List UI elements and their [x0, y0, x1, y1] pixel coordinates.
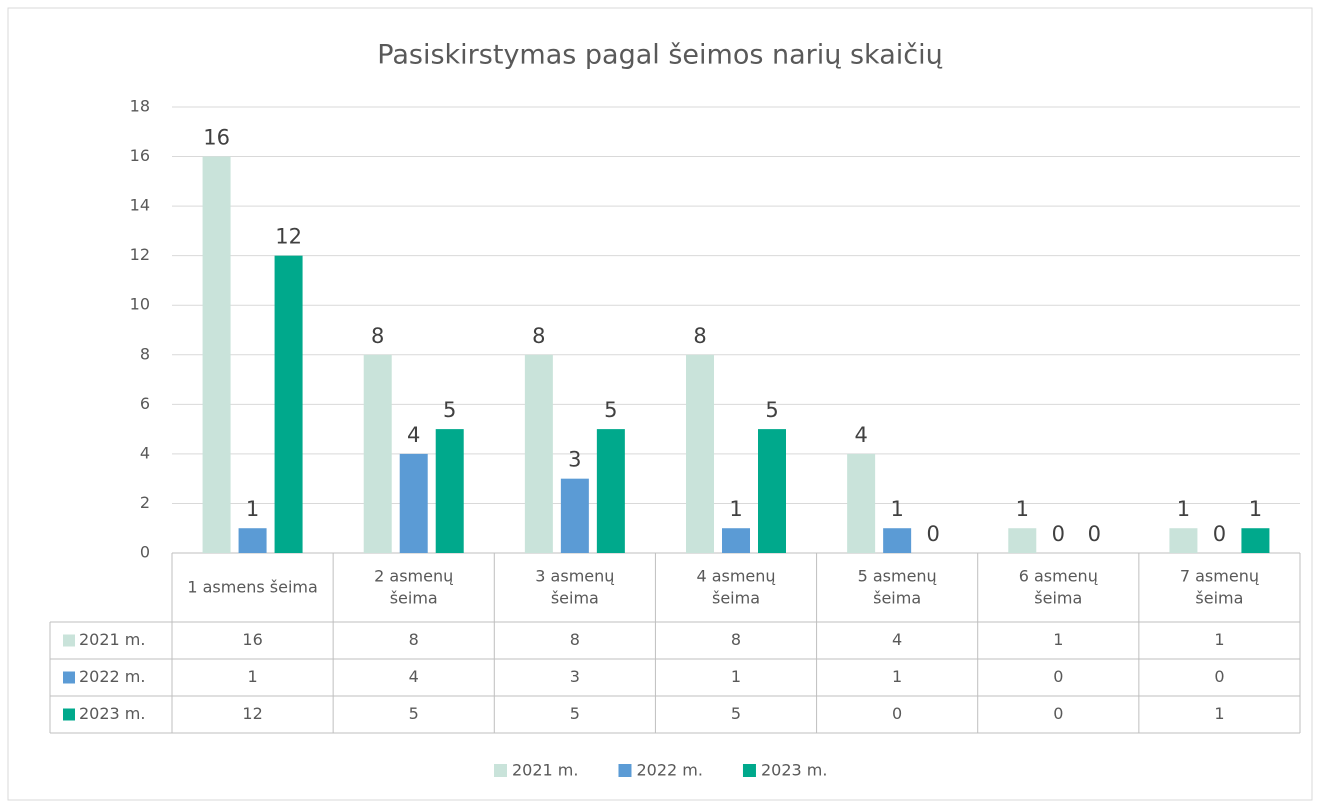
data-label: 1	[729, 497, 742, 521]
bar	[596, 429, 625, 553]
bar	[202, 156, 231, 554]
table-cell: 5	[731, 704, 741, 723]
data-label: 4	[854, 423, 867, 447]
y-tick-label: 14	[130, 196, 150, 215]
y-tick-label: 2	[140, 493, 150, 512]
table-cell: 1	[247, 667, 257, 686]
y-tick-label: 4	[140, 443, 150, 462]
data-label: 8	[693, 324, 706, 348]
y-tick-label: 8	[140, 344, 150, 363]
data-label: 1	[1249, 497, 1262, 521]
table-cell: 0	[1214, 667, 1224, 686]
bar	[363, 354, 392, 553]
table-cell: 1	[1214, 704, 1224, 723]
table-cell: 0	[892, 704, 902, 723]
y-tick-label: 6	[140, 394, 150, 413]
table-cell: 12	[242, 704, 262, 723]
y-tick-label: 0	[140, 543, 150, 562]
data-label: 8	[532, 324, 545, 348]
bar	[1008, 528, 1037, 553]
bar	[399, 453, 428, 553]
bar	[758, 429, 786, 553]
table-cell: 3	[570, 667, 580, 686]
data-label: 5	[765, 398, 778, 422]
data-label: 0	[1052, 522, 1065, 546]
table-series-name: 2022 m.	[79, 667, 145, 686]
bar	[435, 429, 464, 553]
data-label: 0	[1213, 522, 1226, 546]
table-cell: 1	[892, 667, 902, 686]
legend-key	[494, 764, 507, 777]
table-cell: 8	[409, 630, 419, 649]
y-tick-label: 12	[130, 245, 150, 264]
bar	[722, 528, 750, 553]
x-tick-label: 7 asmenų šeima	[1180, 566, 1259, 607]
table-cell: 1	[1214, 630, 1224, 649]
table-cell: 4	[409, 667, 419, 686]
table-series-name: 2021 m.	[79, 630, 145, 649]
data-label: 5	[604, 398, 617, 422]
table-cell: 4	[892, 630, 902, 649]
bar	[238, 528, 267, 553]
y-tick-label: 18	[130, 97, 150, 116]
x-tick-label: 3 asmenų šeima	[535, 566, 614, 607]
x-tick-label: 4 asmenų šeima	[696, 566, 775, 607]
table-cell: 8	[731, 630, 741, 649]
chart-title: Pasiskirstymas pagal šeimos narių skaiči…	[377, 40, 942, 71]
bar	[274, 255, 303, 553]
bar	[560, 478, 589, 553]
data-label: 1	[890, 497, 903, 521]
bar	[883, 528, 912, 553]
bar	[524, 354, 553, 553]
bar	[847, 453, 876, 553]
data-label: 1	[1177, 497, 1190, 521]
table-cell: 1	[1053, 630, 1063, 649]
data-label: 12	[275, 225, 302, 249]
table-legend-key	[63, 634, 75, 647]
data-label: 16	[203, 126, 230, 150]
table-cell: 16	[242, 630, 262, 649]
bar	[1169, 528, 1198, 553]
table-cell: 0	[1053, 667, 1063, 686]
x-tick-label: 6 asmenų šeima	[1019, 566, 1098, 607]
table-legend-key	[63, 671, 75, 684]
data-label: 3	[568, 448, 581, 472]
legend-key	[618, 764, 632, 777]
data-label: 4	[407, 423, 420, 447]
x-tick-label: 2 asmenų šeima	[374, 566, 453, 607]
data-label: 5	[443, 398, 456, 422]
bar	[1241, 528, 1270, 553]
x-tick-label: 1 asmens šeima	[187, 577, 317, 596]
legend-label: 2023 m.	[761, 761, 827, 780]
data-label: 0	[926, 522, 939, 546]
x-tick-label: 5 asmenų šeima	[858, 566, 937, 607]
table-legend-key	[63, 708, 75, 721]
data-label: 1	[246, 497, 259, 521]
legend-label: 2021 m.	[512, 761, 578, 780]
data-label: 0	[1088, 522, 1101, 546]
table-cell: 1	[731, 667, 741, 686]
table-cell: 8	[570, 630, 580, 649]
y-tick-label: 10	[130, 295, 150, 314]
table-cell: 0	[1053, 704, 1063, 723]
legend-label: 2022 m.	[636, 761, 702, 780]
data-label: 1	[1016, 497, 1029, 521]
legend-key	[742, 764, 756, 777]
y-tick-label: 16	[130, 146, 150, 165]
data-label: 8	[371, 324, 384, 348]
bar	[686, 354, 714, 553]
table-cell: 5	[409, 704, 419, 723]
table-series-name: 2023 m.	[79, 704, 145, 723]
table-cell: 5	[570, 704, 580, 723]
